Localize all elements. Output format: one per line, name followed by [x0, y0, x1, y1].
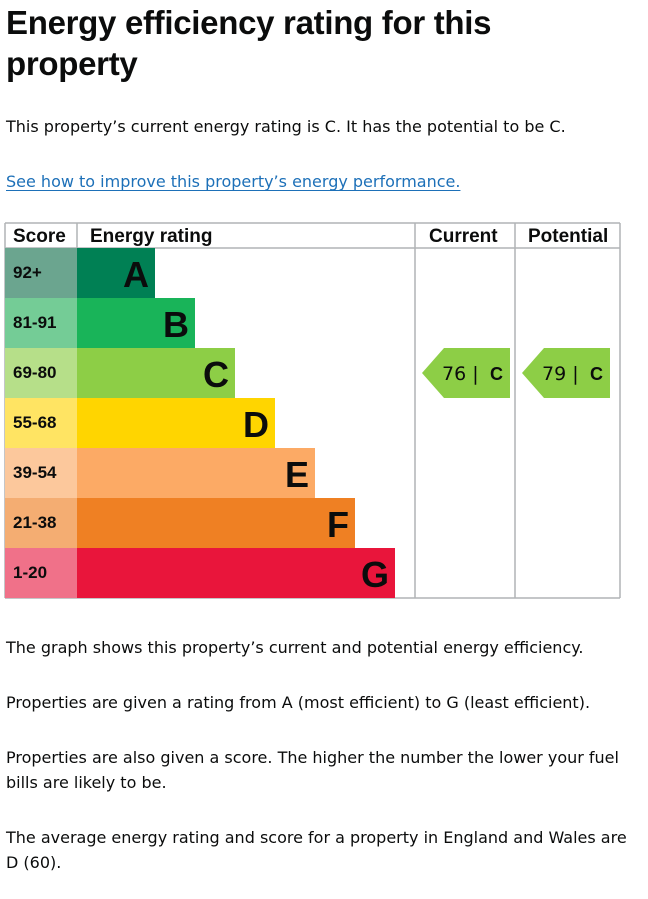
score-range-d: 55-68 [13, 413, 56, 432]
current-rating-arrow [422, 348, 510, 398]
rating-letter-g: G [361, 554, 389, 595]
chart-indicators: 76 | C 79 | C [422, 348, 610, 398]
rating-bar-g [77, 548, 395, 598]
column-header-score: Score [13, 226, 66, 247]
rating-bar-b [77, 298, 195, 348]
rating-letter-a: A [123, 254, 149, 295]
column-header-current: Current [429, 226, 498, 247]
rating-scale-description: Properties are given a rating from A (mo… [6, 693, 591, 712]
score-cell-d [5, 398, 77, 448]
current-rating-letter: C [490, 364, 503, 384]
score-range-e: 39-54 [13, 463, 57, 482]
rating-bar-a [77, 248, 155, 298]
score-range-f: 21-38 [13, 513, 56, 532]
rating-letter-c: C [203, 354, 229, 395]
score-cell-c [5, 348, 77, 398]
rating-bar-d [77, 398, 275, 448]
rating-letter-b: B [163, 304, 189, 345]
page-title: Energy efficiency rating for this proper… [6, 4, 492, 82]
score-range-c: 69-80 [13, 363, 56, 382]
column-header-energy-rating: Energy rating [90, 226, 212, 247]
improve-performance-link[interactable]: See how to improve this property’s energ… [6, 172, 461, 191]
score-cell-f [5, 498, 77, 548]
potential-rating-arrow [522, 348, 610, 398]
score-range-a: 92+ [13, 263, 42, 282]
score-cell-b [5, 298, 77, 348]
rating-letter-f: F [327, 504, 349, 545]
score-range-b: 81-91 [13, 313, 56, 332]
rating-letter-e: E [285, 454, 309, 495]
score-cell-a [5, 248, 77, 298]
improve-paragraph: See how to improve this property’s energ… [6, 169, 636, 194]
chart-bands: 92+ A 81-91 B 69-80 C 55-68 D 39-54 E 21-38 F 1-20 G [5, 248, 395, 598]
energy-rating-chart: 92+ A81-91 B69-80 C55-68 D39-54 E21-38 F1-20 G … [4, 222, 621, 599]
rating-bar-c [77, 348, 235, 398]
score-cell-e [5, 448, 77, 498]
score-cell-g [5, 548, 77, 598]
graph-description: The graph shows this property’s current … [6, 638, 584, 657]
average-rating-description: The average energy rating and score for … [6, 828, 627, 872]
current-score-value: 76 | [442, 363, 479, 385]
potential-rating-letter: C [590, 364, 603, 384]
rating-bar-e [77, 448, 315, 498]
rating-bar-f [77, 498, 355, 548]
column-header-potential: Potential [528, 226, 608, 247]
chart-header: Score Energy rating Current Potential [13, 226, 608, 247]
potential-score-value: 79 | [542, 363, 579, 385]
score-range-g: 1-20 [13, 563, 47, 582]
rating-summary: This property’s current energy rating is… [6, 117, 566, 136]
rating-letter-d: D [243, 404, 269, 445]
score-description: Properties are also given a score. The h… [6, 748, 619, 792]
